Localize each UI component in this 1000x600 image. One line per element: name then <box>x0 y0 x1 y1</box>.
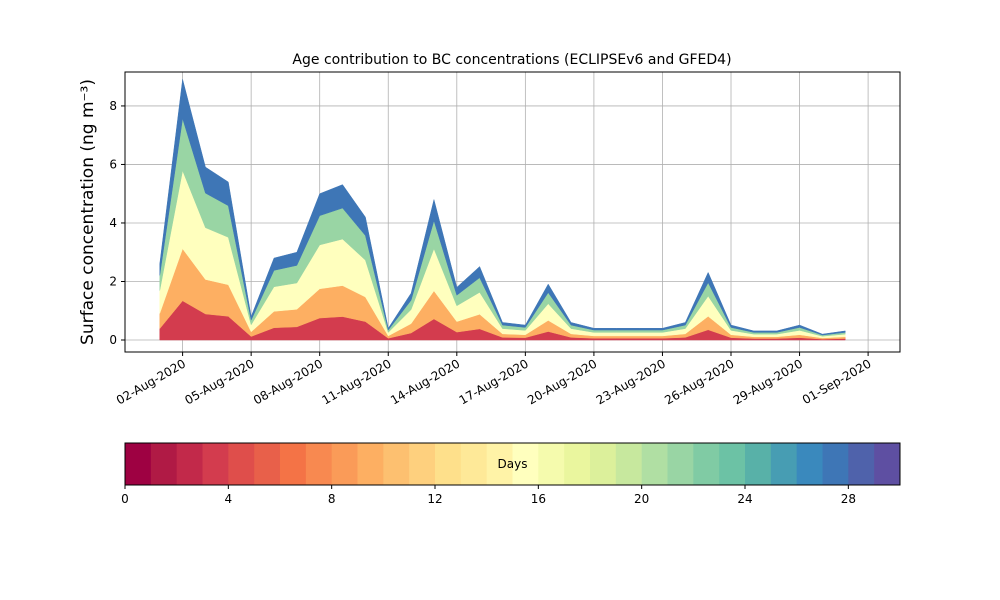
colorbar-label: Days <box>498 457 528 471</box>
colorbar-cell <box>435 443 462 485</box>
x-tick-label: 26-Aug-2020 <box>662 356 736 407</box>
colorbar-cell <box>125 443 152 485</box>
x-tick-label: 29-Aug-2020 <box>731 356 805 407</box>
colorbar-tick-label: 28 <box>841 492 856 506</box>
x-tick-label: 05-Aug-2020 <box>182 356 256 407</box>
colorbar-tick-label: 24 <box>737 492 752 506</box>
plot-frame <box>124 71 901 353</box>
colorbar-cell <box>848 443 875 485</box>
colorbar-cell <box>409 443 436 485</box>
colorbar-cell <box>486 443 513 485</box>
y-tick-label: 0 <box>109 333 117 347</box>
colorbar-tick-label: 0 <box>121 492 129 506</box>
colorbar-cell <box>874 443 901 485</box>
colorbar-cell <box>305 443 333 485</box>
x-tick-label: 01-Sep-2020 <box>800 356 874 407</box>
colorbar-cell <box>590 443 617 485</box>
colorbar-cell <box>564 443 591 485</box>
x-tick-label: 23-Aug-2020 <box>594 356 668 407</box>
colorbar-cell <box>615 443 643 485</box>
colorbar-cell <box>150 443 178 485</box>
y-axis-label: Surface concentration (ng m⁻³) <box>78 79 98 345</box>
colorbar-cell <box>228 443 255 485</box>
colorbar-cell <box>357 443 384 485</box>
y-tick-label: 6 <box>109 157 117 171</box>
chart-title: Age contribution to BC concentrations (E… <box>292 52 731 68</box>
colorbar-tick-label: 8 <box>328 492 336 506</box>
colorbar-tick-label: 20 <box>634 492 649 506</box>
colorbar-cell <box>176 443 203 485</box>
colorbar-cell <box>512 443 539 485</box>
colorbar-cell <box>745 443 772 485</box>
colorbar-cell <box>667 443 694 485</box>
area-layer <box>159 79 846 336</box>
x-tick-label: 11-Aug-2020 <box>320 356 394 407</box>
colorbar-tick-label: 4 <box>225 492 233 506</box>
colorbar-cell <box>254 443 281 485</box>
colorbar-cell <box>331 443 358 485</box>
colorbar-cell <box>641 443 668 485</box>
x-tick-label: 17-Aug-2020 <box>457 356 531 407</box>
y-tick-label: 8 <box>109 99 117 113</box>
colorbar-cell <box>693 443 720 485</box>
area-layer <box>159 118 846 337</box>
colorbar-frame <box>124 442 901 486</box>
colorbar-tick-label: 16 <box>531 492 546 506</box>
x-tick-label: 02-Aug-2020 <box>114 356 188 407</box>
colorbar-cell <box>460 443 488 485</box>
colorbar-cell <box>383 443 410 485</box>
colorbar-cell <box>280 443 307 485</box>
x-tick-label: 20-Aug-2020 <box>525 356 599 407</box>
colorbar-cell <box>719 443 746 485</box>
colorbar-cell <box>770 443 798 485</box>
colorbar-cell <box>796 443 823 485</box>
colorbar-tick-label: 12 <box>427 492 442 506</box>
colorbar-cell <box>822 443 849 485</box>
y-tick-label: 4 <box>109 216 117 230</box>
x-tick-label: 08-Aug-2020 <box>251 356 325 407</box>
colorbar-cell <box>202 443 229 485</box>
colorbar-cell <box>538 443 565 485</box>
x-tick-label: 14-Aug-2020 <box>388 356 462 407</box>
area-layer <box>159 169 846 339</box>
y-tick-label: 2 <box>109 274 117 288</box>
